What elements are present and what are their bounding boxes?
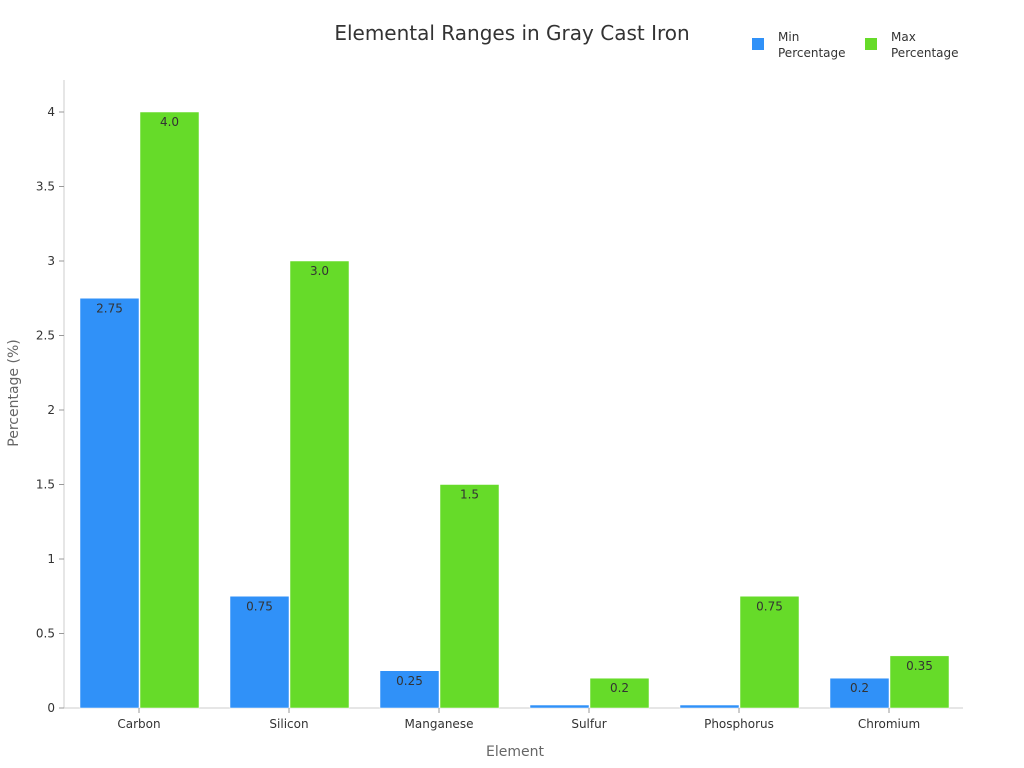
data-label: 4.0	[160, 115, 179, 129]
y-tick-label: 1.5	[36, 478, 55, 492]
bar-min-manganese[interactable]	[379, 670, 440, 709]
y-tick-label: 3	[47, 254, 55, 268]
data-label: 0.75	[246, 599, 273, 613]
x-tick-label: Phosphorus	[704, 717, 774, 731]
data-label: 3.0	[310, 264, 329, 278]
bar-min-sulfur[interactable]	[529, 704, 590, 709]
legend-label: Min	[778, 30, 799, 44]
y-tick-label: 4	[47, 105, 55, 119]
y-tick-label: 3.5	[36, 180, 55, 194]
y-tick-label: 0.5	[36, 627, 55, 641]
legend-swatch	[865, 38, 877, 50]
y-tick-label: 0	[47, 701, 55, 715]
x-axis-label: Element	[486, 744, 544, 760]
data-label: 0.2	[850, 681, 869, 695]
data-label: 0.75	[756, 599, 783, 613]
legend-label: Percentage	[891, 46, 959, 60]
data-label: 1.5	[460, 488, 479, 502]
bar-max-manganese[interactable]	[439, 484, 500, 709]
data-label: 0.2	[610, 681, 629, 695]
x-tick-label: Chromium	[858, 717, 920, 731]
y-tick-label: 1	[47, 552, 55, 566]
x-tick-label: Silicon	[269, 717, 308, 731]
y-tick-label: 2	[47, 403, 55, 417]
x-tick-label: Carbon	[117, 717, 160, 731]
data-label: 0.35	[906, 659, 933, 673]
bar-min-phosphorus[interactable]	[679, 704, 740, 709]
y-tick-label: 2.5	[36, 329, 55, 343]
bar-min-silicon[interactable]	[229, 596, 290, 709]
bar-min-chromium[interactable]	[829, 677, 890, 709]
bar-max-chromium[interactable]	[889, 655, 950, 709]
y-axis-label: Percentage (%)	[6, 339, 22, 446]
bar-min-carbon[interactable]	[79, 298, 140, 709]
bar-max-silicon[interactable]	[289, 260, 350, 709]
legend-label: Max	[891, 30, 916, 44]
x-tick-label: Sulfur	[571, 717, 606, 731]
chart-title: Elemental Ranges in Gray Cast Iron	[334, 21, 689, 45]
x-tick-label: Manganese	[405, 717, 474, 731]
bar-max-phosphorus[interactable]	[739, 596, 800, 709]
legend-label: Percentage	[778, 46, 846, 60]
bar-max-carbon[interactable]	[139, 111, 200, 709]
bar-max-sulfur[interactable]	[589, 677, 650, 709]
legend-swatch	[752, 38, 764, 50]
data-label: 0.25	[396, 674, 423, 688]
data-label: 2.75	[96, 301, 123, 315]
